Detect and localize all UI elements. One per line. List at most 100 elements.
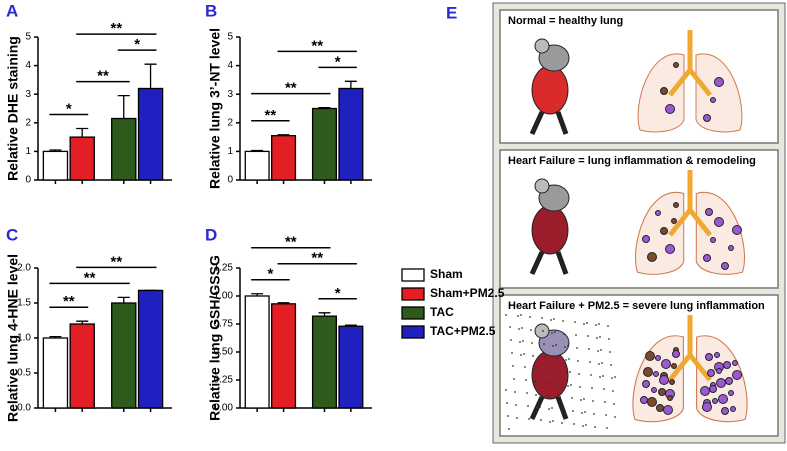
pm-particle	[584, 411, 586, 413]
bar	[69, 136, 95, 181]
inflammatory-cell	[672, 350, 680, 358]
pm-particle	[590, 374, 592, 376]
inflammatory-cell	[673, 202, 679, 208]
pm-particle	[551, 407, 553, 409]
pm-particle	[524, 366, 526, 368]
pm-particle	[605, 414, 607, 416]
error-bar	[277, 302, 290, 304]
y-tick-label: 5	[25, 32, 31, 43]
pm-particle	[546, 382, 548, 384]
pm-particle	[554, 331, 556, 333]
pm-particle	[519, 341, 521, 343]
pm-particle	[530, 329, 532, 331]
pm-particle	[585, 424, 587, 426]
error-bar	[251, 293, 264, 296]
y-tick-label: 1.25	[214, 263, 234, 274]
inflammatory-cell	[714, 352, 720, 358]
inflammatory-cell	[732, 370, 742, 380]
mouse-legs	[529, 110, 569, 136]
pm-particle	[577, 360, 579, 362]
pm-particle	[518, 328, 520, 330]
bar	[244, 150, 270, 181]
pm-particle	[567, 385, 569, 387]
pm-particle	[525, 379, 527, 381]
pm-particle	[570, 384, 572, 386]
sig-label: **	[63, 293, 75, 310]
inflammatory-cell	[728, 245, 734, 251]
sig-label: **	[111, 20, 123, 37]
pm-particle	[613, 403, 615, 405]
inflammatory-cell	[642, 235, 650, 243]
inflammatory-cell	[732, 360, 738, 366]
pm-particle	[527, 405, 529, 407]
inflammatory-cell	[705, 353, 713, 361]
inflammatory-cell	[721, 407, 729, 415]
pm-particle	[600, 349, 602, 351]
error-bar	[277, 134, 290, 136]
y-tick-label: 3	[227, 89, 233, 100]
inflammatory-cell	[659, 375, 669, 385]
error-bar	[318, 106, 331, 109]
inflammatory-cell	[714, 77, 724, 87]
y-tick-label: 4	[25, 60, 31, 71]
pm-particle	[566, 372, 568, 374]
error-bar	[344, 324, 357, 327]
sig-label: *	[267, 266, 273, 283]
legend-label: TAC	[430, 305, 454, 319]
mouse-legs	[529, 250, 569, 276]
pm-particle	[614, 416, 616, 418]
pm-particle	[593, 413, 595, 415]
pm-particle	[562, 320, 564, 322]
inflammatory-cell	[643, 367, 653, 377]
pm-particle	[520, 354, 522, 356]
pm-particle	[602, 375, 604, 377]
y-tick-label: 0.0	[17, 403, 31, 414]
inflammatory-cell	[716, 378, 726, 388]
legend-label: TAC+PM2.5	[430, 324, 496, 338]
panel-letter: B	[205, 1, 217, 20]
pm-particle	[604, 401, 606, 403]
pm-particle	[510, 339, 512, 341]
y-tick-label: 2	[25, 117, 31, 128]
y-tick-label: 0	[227, 175, 233, 186]
pm-particle	[551, 332, 553, 334]
pm-particle	[537, 380, 539, 382]
pm-particle	[543, 343, 545, 345]
pm-particle	[599, 336, 601, 338]
pm-particle	[599, 376, 601, 378]
y-axis-label: Relative lung 4-HNE level	[5, 254, 21, 422]
pm-particle	[540, 419, 542, 421]
bar	[69, 323, 95, 409]
sig-label: *	[134, 36, 140, 53]
pm-particle	[544, 356, 546, 358]
pm-particle	[581, 412, 583, 414]
pm-particle	[511, 352, 513, 354]
pm-particle	[567, 345, 569, 347]
inflammatory-cell	[730, 406, 736, 412]
inflammatory-cell	[705, 208, 713, 216]
inflammatory-cell	[714, 217, 724, 227]
pm-particle	[560, 409, 562, 411]
pm-particle	[549, 421, 551, 423]
pm-particle	[591, 387, 593, 389]
pm-particle	[553, 318, 555, 320]
pm-particle	[555, 344, 557, 346]
inflammatory-cell	[655, 355, 661, 361]
inflammatory-cell	[710, 97, 716, 103]
inflammatory-cell	[655, 210, 661, 216]
y-tick-label: 2.0	[17, 263, 31, 274]
legend-swatch	[401, 306, 425, 320]
inflammatory-cell	[709, 385, 717, 393]
scenario-title: Heart Failure = lung inflammation & remo…	[508, 155, 756, 167]
pm-particle	[539, 406, 541, 408]
pm-particle	[545, 369, 547, 371]
mouse-ear	[534, 323, 550, 339]
bar	[271, 135, 297, 181]
pm-particle	[538, 393, 540, 395]
y-tick-label: 3	[25, 89, 31, 100]
error-bar	[49, 335, 62, 338]
inflammatory-cell	[723, 361, 731, 369]
pm-particle	[529, 316, 531, 318]
inflammatory-cell	[645, 351, 655, 361]
